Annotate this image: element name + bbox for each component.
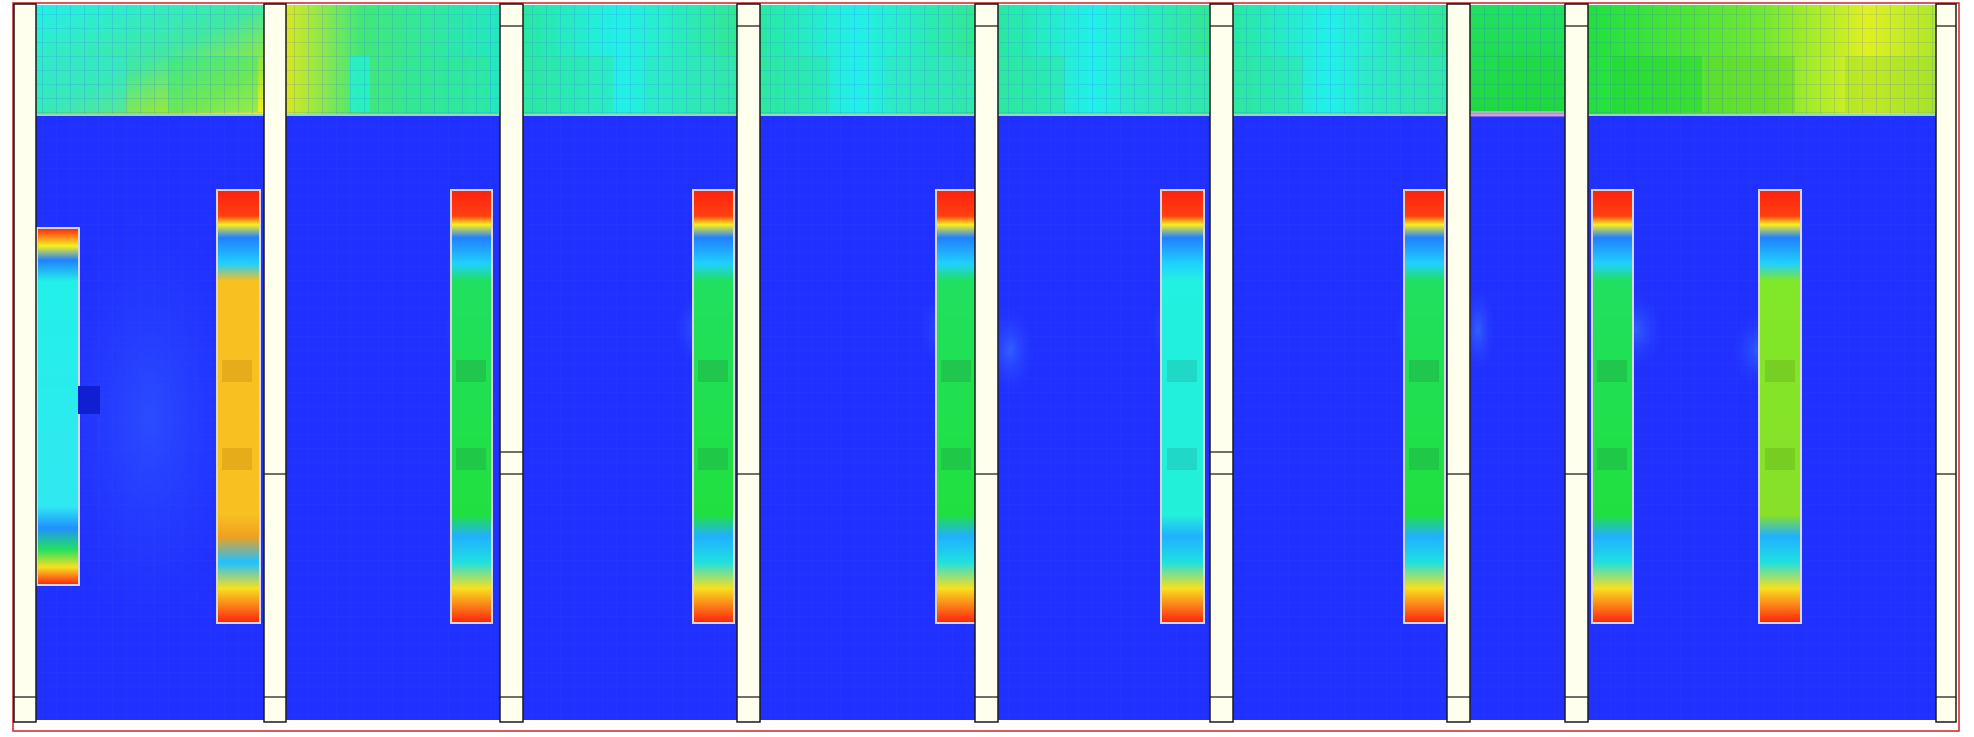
rack-row-3 bbox=[692, 189, 735, 624]
wall-3 bbox=[736, 3, 761, 723]
wall-6 bbox=[1446, 3, 1471, 723]
partition-walls bbox=[13, 3, 1957, 723]
wall-7 bbox=[1564, 3, 1589, 723]
rack-row-8a bbox=[1591, 189, 1634, 624]
wall-2 bbox=[499, 3, 524, 723]
room-8 bbox=[1588, 5, 1936, 720]
room-1 bbox=[30, 5, 270, 720]
room-4 bbox=[760, 5, 978, 720]
room-6 bbox=[1233, 5, 1450, 720]
wall-left bbox=[13, 3, 37, 723]
room-5 bbox=[982, 5, 1210, 720]
rack-row-1b bbox=[216, 189, 261, 624]
room-2 bbox=[286, 5, 500, 720]
rack-row-8b bbox=[1758, 189, 1802, 624]
rack-row-1a bbox=[36, 227, 80, 586]
wall-4 bbox=[974, 3, 999, 723]
outer-frame bbox=[12, 2, 1960, 732]
rack-row-5 bbox=[1160, 189, 1205, 624]
room-3 bbox=[523, 5, 737, 720]
wall-5 bbox=[1209, 3, 1234, 723]
rack-row-2 bbox=[450, 189, 493, 624]
rack-row-6 bbox=[1403, 189, 1446, 624]
wall-1 bbox=[263, 3, 287, 723]
wall-joints bbox=[14, 25, 1956, 698]
rack-row-4 bbox=[935, 189, 978, 624]
wall-right bbox=[1935, 3, 1957, 723]
room-7 bbox=[1448, 5, 1565, 720]
